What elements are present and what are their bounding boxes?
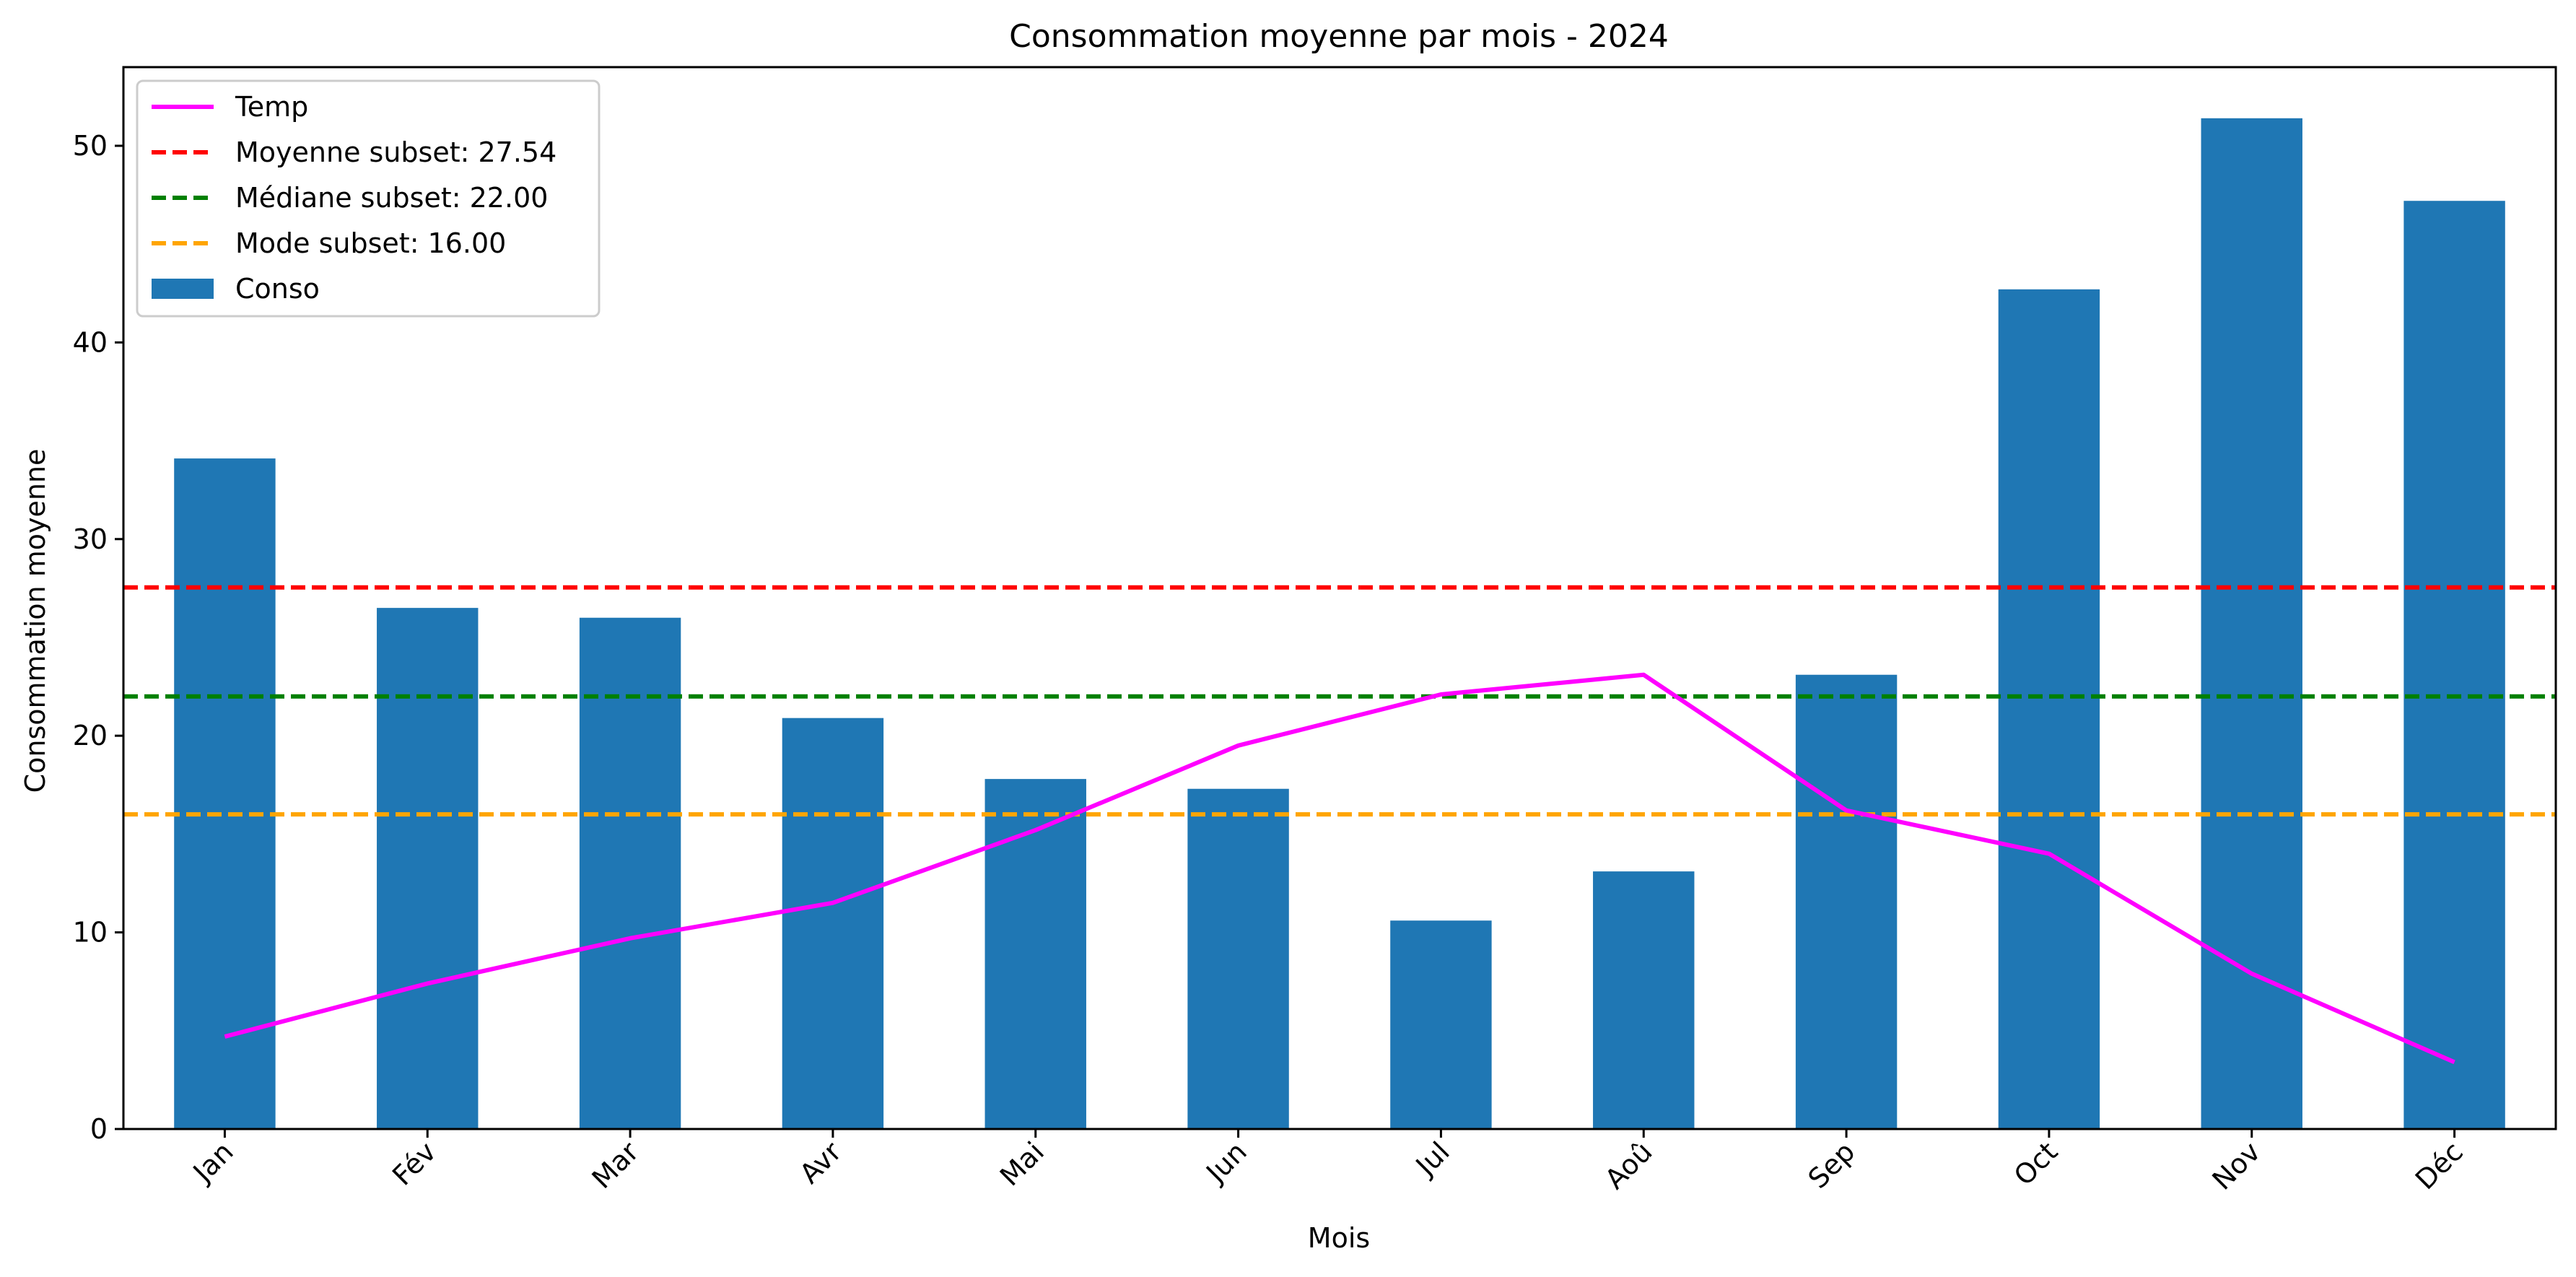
- x-tick-label-2: Mar: [586, 1136, 645, 1195]
- bar-4: [984, 779, 1086, 1129]
- y-tick-label-5: 50: [73, 130, 108, 162]
- x-tick-label-5: Jun: [1199, 1136, 1253, 1190]
- y-tick-label-4: 40: [73, 326, 108, 358]
- bar-7: [1593, 871, 1695, 1129]
- plot-frame: [122, 66, 2557, 1130]
- bar-0: [174, 458, 276, 1129]
- bar-5: [1187, 788, 1289, 1129]
- x-axis-label: Mois: [1308, 1222, 1370, 1254]
- legend-label-3: Mode subset: 16.00: [235, 227, 506, 259]
- x-tick-label-4: Mai: [994, 1136, 1050, 1192]
- bar-8: [1795, 674, 1898, 1129]
- x-tick-label-11: Déc: [2409, 1136, 2469, 1195]
- y-tick-label-3: 30: [73, 523, 108, 555]
- bar-9: [1998, 289, 2100, 1130]
- legend-box: [136, 79, 601, 318]
- bar-10: [2201, 118, 2302, 1129]
- y-tick-label-0: 0: [90, 1113, 108, 1145]
- legend-swatch-4: [152, 279, 214, 299]
- bar-1: [377, 608, 479, 1129]
- legend-label-0: Temp: [235, 91, 308, 123]
- legend-label-4: Conso: [235, 273, 320, 305]
- plot-area: 0 10 20 30 40 50 Jan Fév Mar Avr Mai Jun Jul Aoû Sep Oc…: [73, 66, 2557, 1196]
- legend-label-2: Médiane subset: 22.00: [235, 182, 548, 214]
- x-tick-label-10: Nov: [2206, 1136, 2267, 1196]
- legend-label-1: Moyenne subset: 27.54: [235, 136, 556, 168]
- x-tick-label-0: Jan: [186, 1136, 240, 1189]
- bar-11: [2403, 201, 2505, 1129]
- x-tick-label-1: Fév: [386, 1136, 442, 1192]
- bar-6: [1390, 920, 1492, 1129]
- x-tick-label-3: Avr: [793, 1136, 847, 1190]
- bar-2: [579, 617, 681, 1129]
- x-tick-label-8: Sep: [1802, 1136, 1861, 1195]
- line-series-temp: [224, 672, 2455, 1065]
- y-tick-label-2: 20: [73, 720, 108, 751]
- y-tick-label-1: 10: [73, 917, 108, 949]
- y-axis-label: Consommation moyenne: [19, 449, 51, 793]
- x-tick-label-9: Oct: [2008, 1136, 2064, 1192]
- chart-title: Consommation moyenne par mois - 2024: [1009, 18, 1669, 55]
- legend: Temp Moyenne subset: 27.54 Médiane subset:…: [136, 79, 601, 318]
- x-tick-label-7: Aoû: [1599, 1136, 1658, 1195]
- x-tick-label-6: Jul: [1409, 1136, 1456, 1182]
- bar-3: [782, 718, 884, 1129]
